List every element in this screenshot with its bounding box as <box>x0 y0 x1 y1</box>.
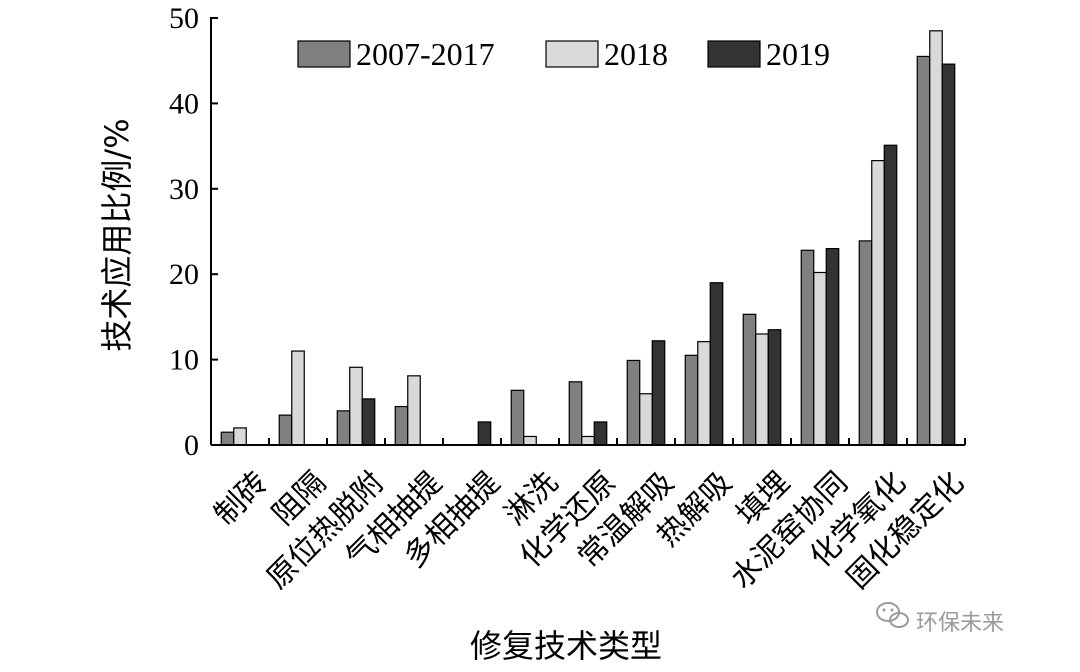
bar-1-8 <box>626 359 641 446</box>
bar-2-6 <box>523 435 537 446</box>
bar-3-9 <box>709 282 724 446</box>
legend-swatch-2 <box>545 40 599 68</box>
bar-3-11 <box>825 247 840 446</box>
bar-2-7 <box>581 435 595 446</box>
bar-2-9 <box>697 341 711 446</box>
bar-3-12 <box>883 144 898 446</box>
bar-2-4 <box>407 375 421 446</box>
bar-2-1 <box>233 427 247 446</box>
y-tick-label: 20 <box>169 258 199 291</box>
bar-3-5 <box>477 421 492 446</box>
y-tick-label: 40 <box>169 87 199 120</box>
x-tick-label: 制砖 <box>208 465 275 532</box>
bars-layer <box>220 30 956 446</box>
wechat-icon <box>876 602 909 628</box>
bar-1-9 <box>684 354 699 446</box>
x-axis-title: 修复技术类型 <box>470 627 662 665</box>
bar-3-3 <box>361 398 376 446</box>
legend-label-3: 2019 <box>766 36 830 72</box>
bar-1-13 <box>916 55 931 446</box>
bar-3-7 <box>593 421 608 446</box>
bar-3-13 <box>941 63 956 446</box>
bar-2-10 <box>755 333 769 446</box>
legend-label-1: 2007-2017 <box>356 36 495 72</box>
bar-2-11 <box>813 271 827 446</box>
bar-1-10 <box>742 313 757 446</box>
bar-1-2 <box>278 414 293 446</box>
bar-3-10 <box>767 329 782 446</box>
bar-2-3 <box>349 366 363 446</box>
bar-1-12 <box>858 240 873 446</box>
legend-label-2: 2018 <box>604 36 668 72</box>
bar-1-7 <box>568 381 583 446</box>
bar-2-2 <box>291 350 305 446</box>
y-axis-title: 技术应用比例/% <box>98 118 136 351</box>
legend-swatch-3 <box>707 40 761 68</box>
bar-1-6 <box>510 389 525 446</box>
y-tick-label: 30 <box>169 173 199 206</box>
y-tick-label: 50 <box>169 2 199 35</box>
bar-1-11 <box>800 249 815 446</box>
bar-3-8 <box>651 340 666 446</box>
bar-2-8 <box>639 393 653 446</box>
bar-2-12 <box>871 160 885 446</box>
watermark: 环保未来 <box>876 602 1004 636</box>
watermark-text: 环保未来 <box>916 611 1004 636</box>
y-tick-label: 10 <box>169 344 199 377</box>
bar-1-4 <box>394 405 409 446</box>
legend: 2007-2017 2018 2019 <box>297 36 830 72</box>
bar-1-3 <box>336 410 351 446</box>
legend-swatch-1 <box>297 40 351 68</box>
axes-layer: 01020304050制砖阻隔原位热脱附气相抽提多相抽提淋洗化学还原常温解吸热解… <box>169 2 971 596</box>
bar-2-13 <box>929 30 943 446</box>
bar-1-1 <box>220 431 235 446</box>
y-tick-label: 0 <box>184 429 199 462</box>
